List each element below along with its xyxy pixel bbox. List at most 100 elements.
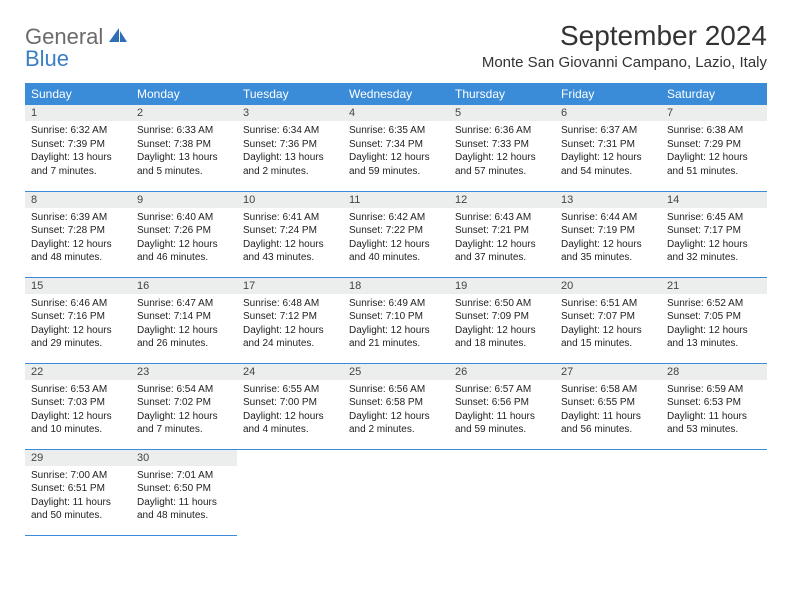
calendar-day-cell: 17Sunrise: 6:48 AMSunset: 7:12 PMDayligh… — [237, 277, 343, 363]
sunset-text: Sunset: 7:07 PM — [561, 310, 655, 324]
day-number: 18 — [343, 278, 449, 294]
day-content: Sunrise: 6:53 AMSunset: 7:03 PMDaylight:… — [25, 380, 131, 441]
calendar-day-cell: 26Sunrise: 6:57 AMSunset: 6:56 PMDayligh… — [449, 363, 555, 449]
weekday-header: Sunday — [25, 83, 131, 105]
daylight-text: Daylight: 11 hours and 59 minutes. — [455, 410, 549, 437]
day-number: 4 — [343, 105, 449, 121]
day-content: Sunrise: 6:44 AMSunset: 7:19 PMDaylight:… — [555, 208, 661, 269]
calendar-day-cell: 24Sunrise: 6:55 AMSunset: 7:00 PMDayligh… — [237, 363, 343, 449]
sunset-text: Sunset: 7:17 PM — [667, 224, 761, 238]
location: Monte San Giovanni Campano, Lazio, Italy — [482, 54, 767, 71]
sunrise-text: Sunrise: 6:51 AM — [561, 297, 655, 311]
sunset-text: Sunset: 6:51 PM — [31, 482, 125, 496]
calendar-day-cell — [237, 449, 343, 535]
weekday-header: Saturday — [661, 83, 767, 105]
weekday-header: Tuesday — [237, 83, 343, 105]
sunrise-text: Sunrise: 6:39 AM — [31, 211, 125, 225]
daylight-text: Daylight: 11 hours and 56 minutes. — [561, 410, 655, 437]
day-number: 25 — [343, 364, 449, 380]
daylight-text: Daylight: 12 hours and 15 minutes. — [561, 324, 655, 351]
day-number: 27 — [555, 364, 661, 380]
day-number: 5 — [449, 105, 555, 121]
sunrise-text: Sunrise: 6:38 AM — [667, 124, 761, 138]
sunrise-text: Sunrise: 6:41 AM — [243, 211, 337, 225]
sunset-text: Sunset: 6:55 PM — [561, 396, 655, 410]
calendar-day-cell: 29Sunrise: 7:00 AMSunset: 6:51 PMDayligh… — [25, 449, 131, 535]
calendar-week-row: 22Sunrise: 6:53 AMSunset: 7:03 PMDayligh… — [25, 363, 767, 449]
day-content: Sunrise: 6:54 AMSunset: 7:02 PMDaylight:… — [131, 380, 237, 441]
sunset-text: Sunset: 7:22 PM — [349, 224, 443, 238]
title-block: September 2024 Monte San Giovanni Campan… — [482, 20, 767, 71]
day-number: 16 — [131, 278, 237, 294]
sunrise-text: Sunrise: 6:59 AM — [667, 383, 761, 397]
sunrise-text: Sunrise: 6:47 AM — [137, 297, 231, 311]
sunrise-text: Sunrise: 6:33 AM — [137, 124, 231, 138]
sunrise-text: Sunrise: 6:52 AM — [667, 297, 761, 311]
calendar-day-cell: 30Sunrise: 7:01 AMSunset: 6:50 PMDayligh… — [131, 449, 237, 535]
day-content: Sunrise: 6:57 AMSunset: 6:56 PMDaylight:… — [449, 380, 555, 441]
calendar-day-cell: 11Sunrise: 6:42 AMSunset: 7:22 PMDayligh… — [343, 191, 449, 277]
calendar-table: Sunday Monday Tuesday Wednesday Thursday… — [25, 83, 767, 536]
weekday-header: Friday — [555, 83, 661, 105]
day-number: 9 — [131, 192, 237, 208]
daylight-text: Daylight: 12 hours and 59 minutes. — [349, 151, 443, 178]
day-number: 28 — [661, 364, 767, 380]
day-content: Sunrise: 6:38 AMSunset: 7:29 PMDaylight:… — [661, 121, 767, 182]
day-number: 17 — [237, 278, 343, 294]
calendar-day-cell: 1Sunrise: 6:32 AMSunset: 7:39 PMDaylight… — [25, 105, 131, 191]
day-content: Sunrise: 7:01 AMSunset: 6:50 PMDaylight:… — [131, 466, 237, 527]
sunset-text: Sunset: 7:02 PM — [137, 396, 231, 410]
month-title: September 2024 — [482, 20, 767, 52]
day-content: Sunrise: 6:56 AMSunset: 6:58 PMDaylight:… — [343, 380, 449, 441]
daylight-text: Daylight: 11 hours and 53 minutes. — [667, 410, 761, 437]
sunrise-text: Sunrise: 6:55 AM — [243, 383, 337, 397]
calendar-day-cell — [661, 449, 767, 535]
sunset-text: Sunset: 7:09 PM — [455, 310, 549, 324]
daylight-text: Daylight: 12 hours and 4 minutes. — [243, 410, 337, 437]
sunset-text: Sunset: 6:50 PM — [137, 482, 231, 496]
calendar-day-cell: 3Sunrise: 6:34 AMSunset: 7:36 PMDaylight… — [237, 105, 343, 191]
sunrise-text: Sunrise: 6:32 AM — [31, 124, 125, 138]
calendar-day-cell: 6Sunrise: 6:37 AMSunset: 7:31 PMDaylight… — [555, 105, 661, 191]
sunset-text: Sunset: 7:28 PM — [31, 224, 125, 238]
calendar-day-cell: 27Sunrise: 6:58 AMSunset: 6:55 PMDayligh… — [555, 363, 661, 449]
day-content: Sunrise: 6:34 AMSunset: 7:36 PMDaylight:… — [237, 121, 343, 182]
daylight-text: Daylight: 12 hours and 10 minutes. — [31, 410, 125, 437]
sunset-text: Sunset: 7:33 PM — [455, 138, 549, 152]
daylight-text: Daylight: 12 hours and 18 minutes. — [455, 324, 549, 351]
day-content: Sunrise: 7:00 AMSunset: 6:51 PMDaylight:… — [25, 466, 131, 527]
weekday-header: Thursday — [449, 83, 555, 105]
calendar-day-cell: 18Sunrise: 6:49 AMSunset: 7:10 PMDayligh… — [343, 277, 449, 363]
day-content: Sunrise: 6:55 AMSunset: 7:00 PMDaylight:… — [237, 380, 343, 441]
sail-icon — [107, 26, 129, 48]
sunrise-text: Sunrise: 6:53 AM — [31, 383, 125, 397]
daylight-text: Daylight: 12 hours and 35 minutes. — [561, 238, 655, 265]
day-content: Sunrise: 6:48 AMSunset: 7:12 PMDaylight:… — [237, 294, 343, 355]
calendar-day-cell: 22Sunrise: 6:53 AMSunset: 7:03 PMDayligh… — [25, 363, 131, 449]
sunset-text: Sunset: 7:39 PM — [31, 138, 125, 152]
day-number: 3 — [237, 105, 343, 121]
header: General Blue September 2024 Monte San Gi… — [25, 20, 767, 71]
sunset-text: Sunset: 7:31 PM — [561, 138, 655, 152]
sunset-text: Sunset: 6:53 PM — [667, 396, 761, 410]
day-content: Sunrise: 6:47 AMSunset: 7:14 PMDaylight:… — [131, 294, 237, 355]
calendar-day-cell — [449, 449, 555, 535]
calendar-day-cell: 14Sunrise: 6:45 AMSunset: 7:17 PMDayligh… — [661, 191, 767, 277]
sunrise-text: Sunrise: 6:34 AM — [243, 124, 337, 138]
calendar-week-row: 1Sunrise: 6:32 AMSunset: 7:39 PMDaylight… — [25, 105, 767, 191]
daylight-text: Daylight: 13 hours and 5 minutes. — [137, 151, 231, 178]
day-number: 11 — [343, 192, 449, 208]
sunset-text: Sunset: 7:10 PM — [349, 310, 443, 324]
sunset-text: Sunset: 7:26 PM — [137, 224, 231, 238]
brand-part1: General — [25, 26, 103, 48]
calendar-day-cell: 19Sunrise: 6:50 AMSunset: 7:09 PMDayligh… — [449, 277, 555, 363]
brand-part2: Blue — [25, 48, 129, 70]
day-content: Sunrise: 6:33 AMSunset: 7:38 PMDaylight:… — [131, 121, 237, 182]
calendar-week-row: 15Sunrise: 6:46 AMSunset: 7:16 PMDayligh… — [25, 277, 767, 363]
sunrise-text: Sunrise: 6:40 AM — [137, 211, 231, 225]
sunrise-text: Sunrise: 6:36 AM — [455, 124, 549, 138]
day-content: Sunrise: 6:45 AMSunset: 7:17 PMDaylight:… — [661, 208, 767, 269]
daylight-text: Daylight: 12 hours and 2 minutes. — [349, 410, 443, 437]
calendar-day-cell: 9Sunrise: 6:40 AMSunset: 7:26 PMDaylight… — [131, 191, 237, 277]
sunrise-text: Sunrise: 6:49 AM — [349, 297, 443, 311]
